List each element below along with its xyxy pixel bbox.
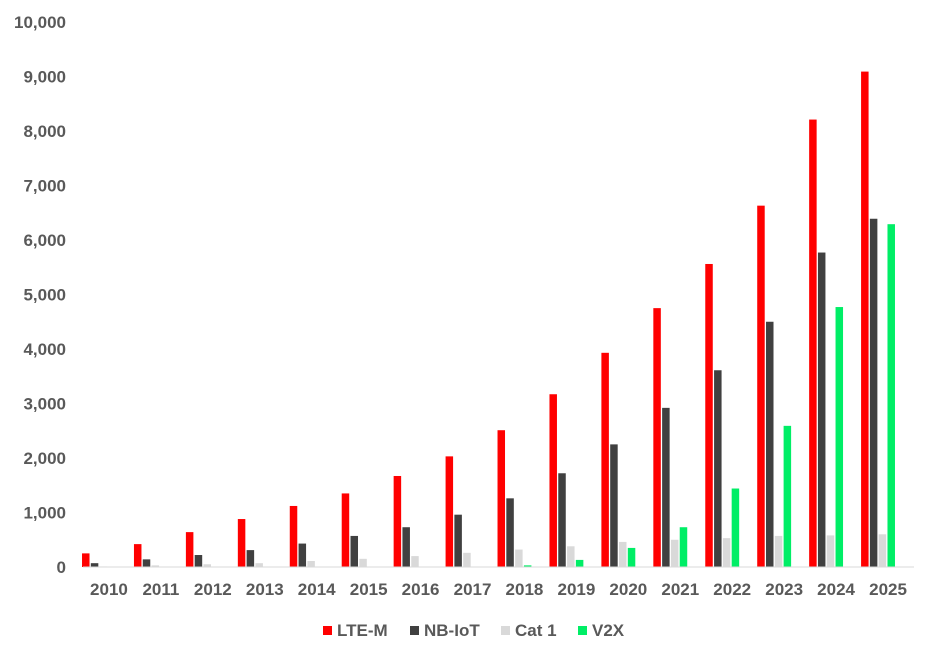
bar-lte-m-2018: [497, 430, 506, 567]
bar-cat-1-2025: [878, 534, 887, 567]
bar-cat-1-2017: [463, 552, 471, 567]
bar-nb-iot-2015: [350, 535, 359, 567]
bar-cat-1-2019: [567, 546, 575, 567]
bar-nb-iot-2025: [869, 218, 878, 567]
bar-v2x-2021: [679, 527, 688, 567]
bar-nb-iot-2019: [558, 473, 566, 567]
bar-lte-m-2024: [809, 119, 817, 567]
bar-v2x-2023: [783, 425, 792, 567]
bar-v2x-2019: [575, 559, 584, 567]
x-tick-label: 2019: [557, 580, 595, 599]
y-tick-label: 1,000: [23, 504, 66, 523]
bar-nb-iot-2012: [194, 555, 203, 567]
x-tick-label: 2012: [194, 580, 232, 599]
legend-swatch-v2x: [578, 626, 587, 635]
x-tick-label: 2014: [298, 580, 336, 599]
y-tick-label: 10,000: [14, 13, 66, 32]
x-tick-label: 2024: [817, 580, 855, 599]
y-tick-label: 5,000: [23, 286, 66, 305]
y-tick-label: 9,000: [23, 68, 66, 87]
bar-cat-1-2011: [151, 565, 160, 567]
bar-lte-m-2021: [653, 308, 661, 568]
bar-nb-iot-2023: [766, 321, 774, 567]
bar-cat-1-2015: [359, 558, 367, 567]
bar-lte-m-2025: [861, 71, 869, 567]
x-tick-label: 2021: [661, 580, 699, 599]
y-tick-label: 3,000: [23, 395, 66, 414]
bar-cat-1-2020: [618, 541, 627, 567]
bar-nb-iot-2010: [90, 563, 99, 567]
bar-lte-m-2016: [393, 475, 402, 567]
x-tick-label: 2025: [869, 580, 907, 599]
bar-cat-1-2023: [774, 535, 783, 567]
bar-nb-iot-2024: [817, 252, 826, 568]
y-axis: 0 1,000 2,000 3,000 4,000 5,000 6,000 7,000 8,00…: [14, 13, 66, 577]
bar-lte-m-2013: [237, 519, 246, 567]
legend-label-cat-1: Cat 1: [515, 621, 557, 640]
bar-nb-iot-2013: [246, 550, 255, 567]
legend: LTE-M NB-IoT Cat 1 V2X: [323, 621, 625, 640]
bar-cat-1-2013: [255, 563, 263, 567]
x-tick-label: 2011: [142, 580, 179, 599]
x-tick-label: 2022: [713, 580, 751, 599]
x-tick-label: 2013: [246, 580, 284, 599]
bar-lte-m-2019: [549, 394, 557, 567]
bar-v2x-2020: [627, 547, 636, 567]
bar-lte-m-2022: [705, 263, 713, 567]
y-tick-label: 6,000: [23, 231, 66, 250]
bar-nb-iot-2022: [714, 370, 722, 567]
x-tick-label: 2020: [609, 580, 647, 599]
y-tick-label: 4,000: [23, 340, 66, 359]
legend-swatch-cat-1: [501, 626, 510, 635]
bar-nb-iot-2017: [454, 514, 462, 567]
bar-v2x-2022: [731, 488, 740, 567]
bar-cat-1-2018: [515, 549, 523, 567]
bar-v2x-2018: [523, 565, 532, 567]
bars: [82, 71, 895, 568]
y-tick-label: 8,000: [23, 122, 66, 141]
bar-v2x-2024: [835, 307, 844, 567]
legend-swatch-lte-m: [323, 626, 332, 635]
x-axis: 2010 2011 2012 2013 2014 2015 2016 2017 2018 2019…: [90, 580, 907, 599]
bar-nb-iot-2011: [142, 559, 151, 567]
bar-lte-m-2012: [185, 532, 194, 567]
y-tick-label: 7,000: [23, 177, 66, 196]
bar-nb-iot-2016: [402, 527, 410, 567]
bar-lte-m-2014: [289, 505, 298, 567]
bar-cat-1-2022: [722, 538, 731, 567]
bar-v2x-2025: [887, 224, 895, 567]
bar-cat-1-2014: [307, 561, 315, 567]
bar-nb-iot-2021: [662, 407, 670, 567]
bar-cat-1-2024: [826, 535, 835, 567]
legend-swatch-nb-iot: [410, 626, 419, 635]
bar-lte-m-2017: [445, 456, 454, 567]
bar-nb-iot-2020: [610, 444, 618, 568]
y-tick-label: 0: [57, 558, 66, 577]
bar-nb-iot-2018: [506, 498, 514, 567]
legend-label-nb-iot: NB-IoT: [424, 621, 480, 640]
bar-lte-m-2020: [601, 352, 609, 567]
bar-nb-iot-2014: [298, 543, 307, 567]
bar-lte-m-2011: [133, 544, 142, 567]
y-tick-label: 2,000: [23, 449, 66, 468]
bar-cat-1-2021: [670, 539, 679, 567]
x-tick-label: 2023: [765, 580, 803, 599]
legend-label-lte-m: LTE-M: [337, 621, 388, 640]
bar-cat-1-2016: [411, 556, 419, 567]
bar-lte-m-2015: [341, 493, 350, 567]
x-tick-label: 2017: [454, 580, 492, 599]
bar-lte-m-2010: [82, 553, 90, 568]
bar-lte-m-2023: [757, 205, 765, 567]
x-tick-label: 2015: [350, 580, 388, 599]
legend-label-v2x: V2X: [592, 621, 625, 640]
bar-cat-1-2012: [203, 564, 211, 567]
x-tick-label: 2018: [506, 580, 544, 599]
x-tick-label: 2010: [90, 580, 128, 599]
x-tick-label: 2016: [402, 580, 440, 599]
